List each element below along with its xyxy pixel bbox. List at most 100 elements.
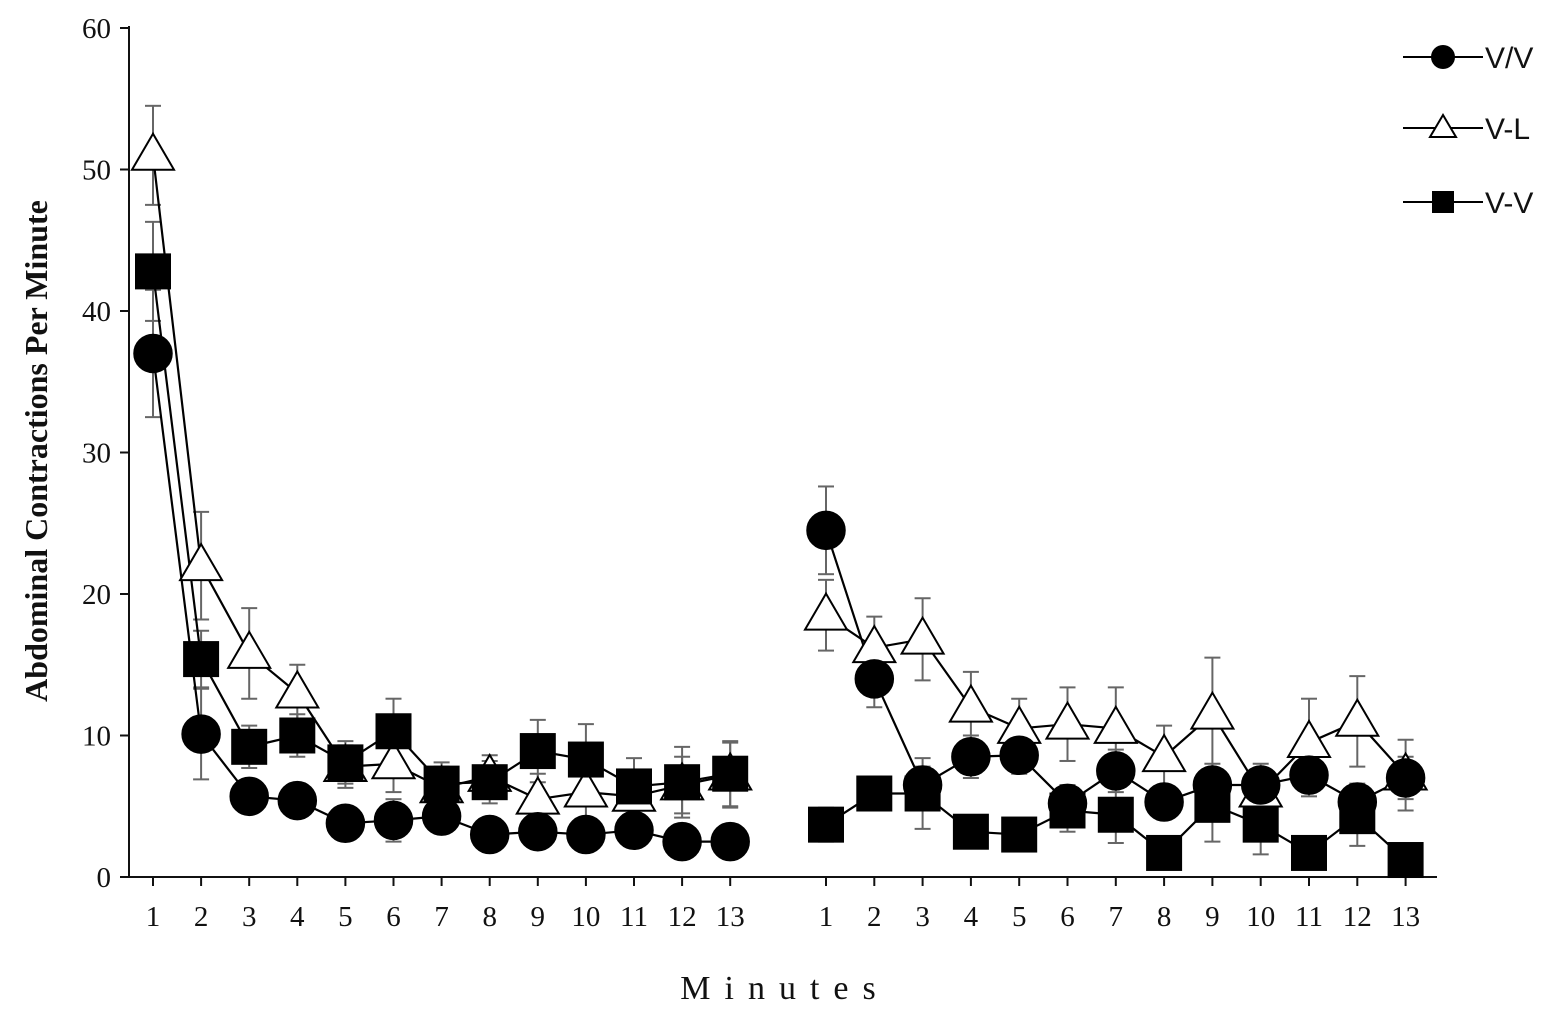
x-tick-label: 6 [386, 901, 401, 933]
data-point [1047, 783, 1088, 824]
data-point [178, 542, 224, 582]
data-point [1286, 718, 1332, 758]
x-tick-label: 1 [146, 901, 161, 933]
data-point [1144, 782, 1184, 822]
x-tick-label: 2 [867, 901, 882, 933]
data-point [1385, 758, 1426, 798]
legend: V/V V-L V-V [1403, 42, 1533, 220]
data-point [423, 765, 460, 802]
data-point [803, 591, 849, 631]
series-line-vl [151, 155, 731, 801]
x-tick-label: 5 [1012, 901, 1027, 933]
y-tick-label: 60 [82, 13, 111, 45]
data-point [1096, 751, 1136, 791]
legend-label: V-V [1485, 187, 1533, 220]
data-point [183, 641, 220, 678]
x-tick-label: 13 [1391, 901, 1420, 933]
x-tick-label: 11 [620, 901, 648, 933]
data-point [471, 764, 508, 801]
data-point [616, 768, 652, 805]
x-tick-label: 9 [1205, 901, 1220, 933]
data-point [518, 811, 558, 852]
x-tick-label: 8 [482, 901, 497, 933]
legend-marker [1431, 45, 1455, 69]
x-tick-label: 4 [290, 901, 305, 933]
x-tick-label: 7 [434, 901, 449, 933]
data-point [806, 510, 846, 551]
data-point [231, 728, 268, 765]
data-point [1289, 755, 1329, 795]
data-point [999, 735, 1039, 776]
data-point [519, 733, 556, 770]
data-point [1240, 765, 1281, 805]
data-point [902, 765, 943, 805]
y-tick-label: 30 [82, 438, 111, 470]
data-point [274, 669, 321, 709]
x-tick-label: 10 [571, 901, 600, 933]
data-point [373, 800, 414, 841]
data-point [226, 629, 272, 669]
data-point [327, 744, 364, 781]
x-tick-label: 12 [1343, 901, 1372, 933]
y-tick-label: 0 [97, 862, 112, 894]
data-point [563, 768, 609, 808]
data-point [1093, 704, 1139, 744]
data-point [899, 615, 946, 655]
data-point [229, 776, 269, 817]
x-tick-label: 3 [242, 901, 257, 933]
series-line-vv [151, 271, 731, 788]
y-axis-title: Abdominal Contractions Per Minute [18, 200, 54, 702]
x-tick-label: 9 [531, 901, 546, 933]
x-tick-label: 13 [716, 901, 745, 933]
data-point [1044, 700, 1091, 740]
x-tick-label: 7 [1109, 901, 1124, 933]
data-point [1001, 816, 1038, 853]
data-point [133, 333, 173, 374]
y-tick-label: 50 [82, 155, 111, 187]
data-point [808, 806, 844, 843]
data-point [1337, 782, 1378, 822]
series-markers [130, 131, 1429, 879]
x-tick-label: 6 [1060, 901, 1075, 933]
data-point [614, 810, 654, 851]
data-point [952, 813, 989, 850]
data-point [856, 775, 893, 812]
data-point [1146, 834, 1183, 871]
x-tick-label: 1 [819, 901, 834, 933]
data-point [421, 796, 462, 836]
data-point [279, 717, 316, 754]
data-point [370, 740, 417, 780]
data-point [566, 814, 606, 855]
x-tick-label: 4 [964, 901, 979, 933]
data-point [712, 755, 749, 792]
data-point [567, 741, 604, 778]
x-tick-label: 10 [1246, 901, 1275, 933]
legend-label: V-L [1485, 113, 1530, 146]
data-point [1334, 697, 1381, 737]
x-axis-title: Minutes [680, 970, 889, 1007]
x-tick-label: 3 [915, 901, 930, 933]
x-tick-label: 8 [1157, 901, 1172, 933]
data-point [1189, 690, 1236, 730]
data-point [515, 775, 561, 815]
data-point [469, 814, 510, 855]
data-point [710, 821, 750, 862]
axis-labels: Abdominal Contractions Per Minute Minute… [18, 200, 889, 1007]
data-point [277, 780, 318, 821]
y-tick-label: 40 [82, 296, 111, 328]
data-point [1242, 806, 1279, 843]
data-point [951, 736, 991, 777]
data-point [1192, 765, 1233, 805]
data-point [130, 131, 176, 171]
legend-marker [1428, 113, 1458, 138]
legend-label: V/V [1485, 42, 1533, 75]
x-tick-label: 11 [1295, 901, 1323, 933]
data-point [325, 803, 366, 843]
data-point [948, 683, 994, 723]
data-point [664, 764, 701, 801]
data-point [375, 713, 412, 750]
legend-marker [1432, 191, 1454, 213]
data-point [1291, 834, 1327, 871]
